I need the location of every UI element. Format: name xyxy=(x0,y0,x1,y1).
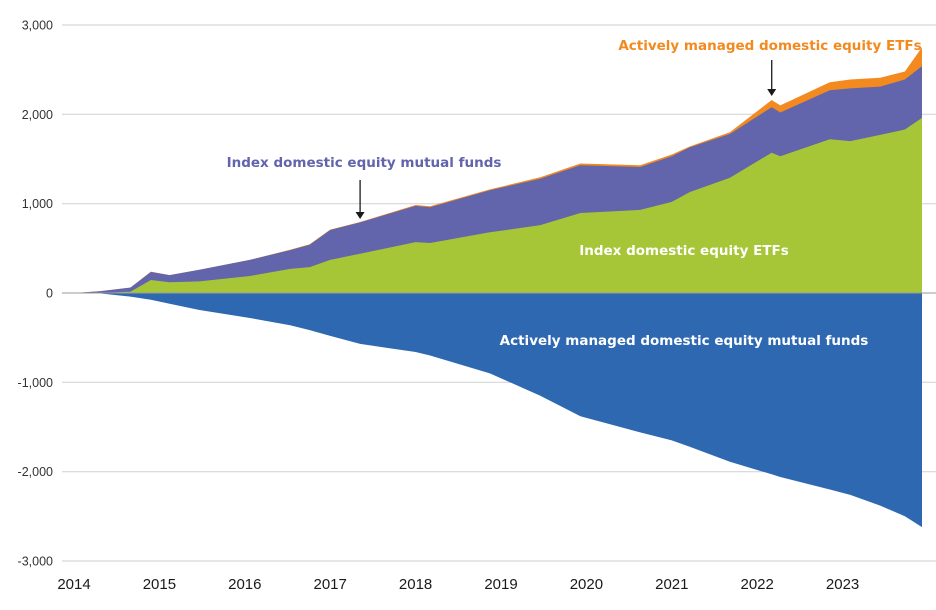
arrowhead-active-etfs xyxy=(767,89,777,96)
annotation-active-etfs: Actively managed domestic equity ETFs xyxy=(618,38,921,54)
x-tick-label: 2014 xyxy=(57,576,90,593)
x-tick-label: 2020 xyxy=(570,576,603,593)
y-tick-label: -1,000 xyxy=(18,376,53,390)
annotation-index-mutual-funds: Index domestic equity mutual funds xyxy=(227,155,502,171)
y-tick-label: 0 xyxy=(46,287,53,301)
x-tick-label: 2018 xyxy=(399,576,432,593)
x-axis-ticks: 2014 2015 2016 2017 2018 2019 2020 2021 2022 2023 xyxy=(57,576,859,593)
area-index-domestic-equity-etfs xyxy=(74,117,922,294)
x-tick-label: 2019 xyxy=(484,576,517,593)
y-tick-label: 2,000 xyxy=(22,108,53,122)
x-tick-label: 2017 xyxy=(314,576,347,593)
x-tick-label: 2022 xyxy=(741,576,774,593)
y-tick-label: 1,000 xyxy=(22,197,53,211)
y-tick-label: 3,000 xyxy=(22,19,53,33)
annotation-index-etfs: Index domestic equity ETFs xyxy=(579,243,789,259)
arrowhead-index-mutual-funds xyxy=(355,212,365,219)
annotation-active-mutual-funds: Actively managed domestic equity mutual … xyxy=(500,333,869,349)
x-tick-label: 2016 xyxy=(228,576,261,593)
x-tick-label: 2023 xyxy=(826,576,859,593)
y-tick-label: -3,000 xyxy=(18,555,53,569)
area-layers xyxy=(74,47,922,528)
x-tick-label: 2015 xyxy=(143,576,176,593)
y-tick-label: -2,000 xyxy=(18,465,53,479)
y-axis-ticks: 3,000 2,000 1,000 0 -1,000 -2,000 -3,000 xyxy=(18,19,54,569)
x-tick-label: 2021 xyxy=(655,576,688,593)
area-actively-managed-domestic-equity-mutual-funds xyxy=(74,293,922,528)
